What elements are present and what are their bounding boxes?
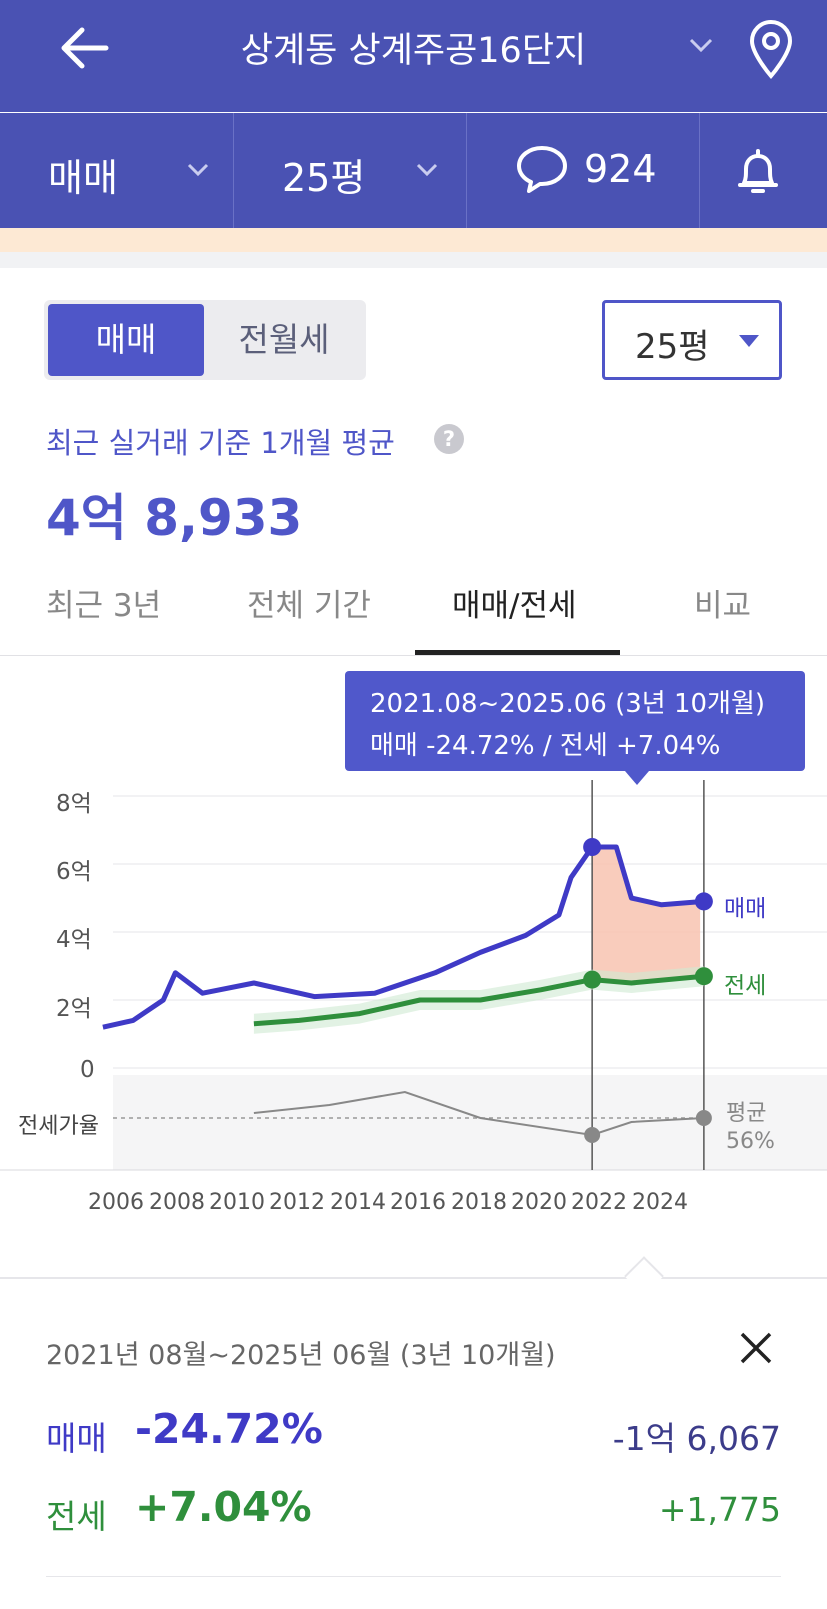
range-tooltip: 2021.08~2025.06 (3년 10개월) 매매 -24.72% / 전… <box>345 671 805 785</box>
sale-end-marker <box>694 892 713 911</box>
sale-row-label: 매매 <box>46 1419 107 1458</box>
x-tick-label: 2016 <box>390 1190 446 1215</box>
sale-change-amount: -1억 6,067 <box>612 1419 781 1458</box>
price-chart[interactable] <box>0 780 827 1180</box>
ratio-start-marker <box>584 1127 601 1143</box>
top-app-bar: 상계동 상계주공16단지 <box>0 0 827 112</box>
speech-bubble-icon <box>517 146 567 193</box>
ratio-band <box>113 1075 827 1170</box>
divider <box>233 113 234 228</box>
jeonse-line <box>253 973 705 1027</box>
bell-icon <box>738 149 778 193</box>
x-tick-label: 2014 <box>330 1190 386 1215</box>
jeonse-ratio-line <box>253 1090 704 1137</box>
divider <box>699 113 700 228</box>
segment-sale[interactable]: 매매 <box>48 304 204 376</box>
y-tick-label: 8억 <box>56 791 92 817</box>
chevron-down-icon <box>187 163 209 177</box>
x-tick-label: 2006 <box>88 1190 144 1215</box>
complex-title[interactable]: 상계동 상계주공16단지 <box>240 31 587 71</box>
trade-type-label: 매매 <box>48 156 118 200</box>
ratio-average-value: 56% <box>726 1129 775 1154</box>
active-tab-indicator <box>415 650 620 655</box>
comments-button[interactable]: 924 <box>467 113 699 228</box>
alarm-button[interactable] <box>700 113 827 228</box>
size-select-value: 25평 <box>635 327 710 367</box>
trade-segmented-control: 매매 전월세 <box>44 300 366 380</box>
tab-sale-jeonse[interactable]: 매매/전세 <box>452 588 577 624</box>
sale-series-label: 매매 <box>724 896 767 922</box>
y-tick-label: 4억 <box>56 927 92 953</box>
x-tick-label: 2008 <box>149 1190 205 1215</box>
chevron-down-icon <box>416 163 438 177</box>
x-tick-label: 2022 <box>571 1190 627 1215</box>
sale-change-percent: -24.72% <box>135 1405 323 1453</box>
segment-rent[interactable]: 전월세 <box>238 320 330 359</box>
jeonse-change-amount: +1,775 <box>658 1490 781 1529</box>
size-dropdown[interactable]: 25평 <box>234 113 466 228</box>
tooltip-period: 2021.08~2025.06 (3년 10개월) <box>370 689 766 719</box>
highlight-area <box>592 847 701 983</box>
comment-count: 924 <box>584 147 657 191</box>
detail-divider <box>0 1277 827 1279</box>
sale-start-marker <box>583 838 602 856</box>
divider <box>466 113 467 228</box>
jeonse-change-percent: +7.04% <box>135 1483 312 1531</box>
x-tick-label: 2024 <box>632 1190 688 1215</box>
tooltip-change: 매매 -24.72% / 전세 +7.04% <box>370 731 721 761</box>
filter-bar: 매매 25평 924 <box>0 113 827 228</box>
x-tick-label: 2018 <box>451 1190 507 1215</box>
tab-all-period[interactable]: 전체 기간 <box>247 588 371 624</box>
detail-period: 2021년 08월~2025년 06월 (3년 10개월) <box>46 1340 556 1371</box>
chevron-down-icon[interactable] <box>686 30 716 60</box>
location-pin-icon[interactable] <box>746 18 796 80</box>
jeonse-start-marker <box>583 970 602 989</box>
jeonse-ratio-label: 전세가율 <box>18 1114 99 1139</box>
tab-compare[interactable]: 비교 <box>694 588 752 624</box>
ratio-average-label: 평균 <box>726 1101 767 1126</box>
average-label: 최근 실거래 기준 1개월 평균 <box>46 426 395 460</box>
jeonse-row-label: 전세 <box>46 1497 107 1536</box>
dropdown-triangle-icon <box>739 335 759 347</box>
trade-type-dropdown[interactable]: 매매 <box>0 113 233 228</box>
notice-strip <box>0 228 827 252</box>
jeonse-end-marker <box>694 967 713 986</box>
y-tick-label: 0 <box>80 1057 95 1083</box>
sale-line <box>102 844 705 1030</box>
ratio-average-note: 평균 56% <box>726 1100 775 1156</box>
x-tick-label: 2012 <box>269 1190 325 1215</box>
jeonse-series-label: 전세 <box>724 973 767 999</box>
size-label: 25평 <box>282 156 366 200</box>
bottom-divider <box>46 1576 781 1577</box>
back-arrow-icon[interactable] <box>52 18 116 82</box>
size-select[interactable]: 25평 <box>602 300 782 380</box>
y-tick-label: 2억 <box>56 996 92 1022</box>
tab-recent-3y[interactable]: 최근 3년 <box>46 588 162 624</box>
tab-divider <box>0 655 827 656</box>
section-gap <box>0 252 827 268</box>
x-tick-label: 2020 <box>511 1190 567 1215</box>
y-tick-label: 6억 <box>56 859 92 885</box>
help-icon[interactable]: ? <box>434 424 464 454</box>
ratio-end-marker <box>695 1110 712 1126</box>
x-tick-label: 2010 <box>209 1190 265 1215</box>
average-price: 4억 8,933 <box>46 489 303 547</box>
tooltip-arrow <box>625 771 649 785</box>
detail-pointer <box>624 1256 664 1296</box>
close-icon[interactable] <box>736 1328 776 1368</box>
